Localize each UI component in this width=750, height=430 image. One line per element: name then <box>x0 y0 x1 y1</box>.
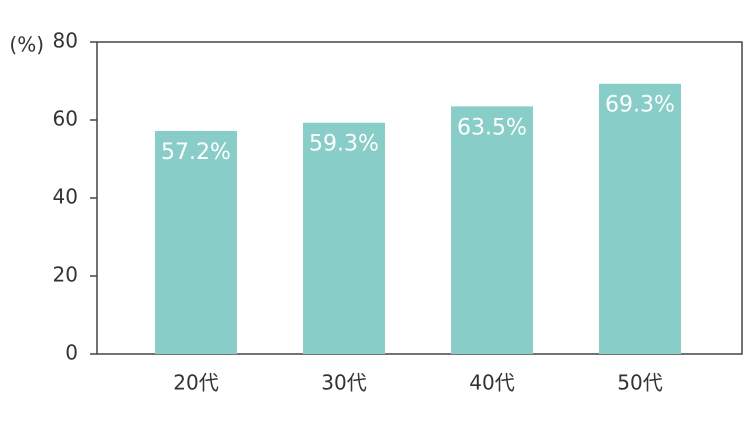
x-tick-label: 30代 <box>321 371 366 395</box>
value-label: 59.3% <box>309 132 379 157</box>
y-tick-label: 0 <box>65 341 78 365</box>
bar <box>155 130 237 354</box>
y-tick-label: 20 <box>53 263 78 287</box>
x-tick-label: 20代 <box>173 371 218 395</box>
bar <box>451 106 533 354</box>
value-label: 57.2% <box>161 140 231 165</box>
bar <box>599 83 681 354</box>
y-tick-label: 40 <box>53 185 78 209</box>
y-tick-label: 60 <box>53 107 78 131</box>
value-label: 69.3% <box>605 93 675 118</box>
bar <box>303 122 385 354</box>
y-axis-label: (%) <box>9 33 44 57</box>
x-tick-label: 40代 <box>469 371 514 395</box>
x-tick-label: 50代 <box>617 371 662 395</box>
y-tick-label: 80 <box>53 29 78 53</box>
value-label: 63.5% <box>457 115 527 140</box>
